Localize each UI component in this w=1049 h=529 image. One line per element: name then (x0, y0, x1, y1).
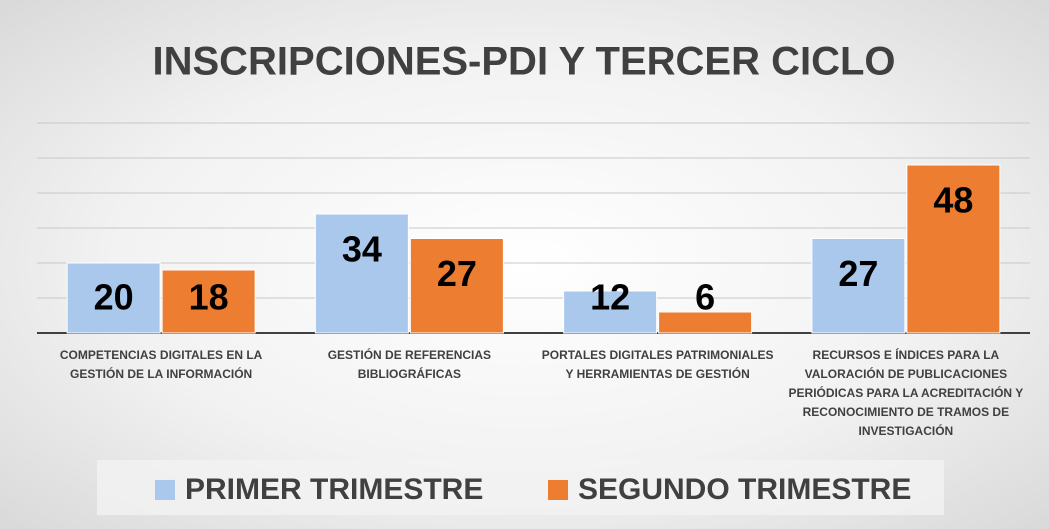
bar (811, 238, 906, 334)
data-label: 12 (590, 277, 630, 318)
bar (658, 311, 753, 334)
bar (563, 290, 658, 334)
bar (161, 269, 256, 334)
legend-swatch (548, 480, 568, 500)
legend-swatch (155, 480, 175, 500)
data-label: 48 (933, 180, 973, 221)
data-label: 20 (94, 277, 134, 318)
bar (66, 262, 161, 334)
data-label: 18 (189, 277, 229, 318)
legend-box (97, 460, 944, 515)
bar (409, 238, 504, 334)
data-label: 6 (695, 277, 715, 318)
data-label: 27 (437, 253, 477, 294)
x-tick-label: COMPETENCIAS DIGITALES EN LA GESTIÓN DE … (59, 348, 263, 381)
bar (314, 213, 409, 334)
x-tick-label: RECURSOS E ÍNDICES PARA LA VALORACIÓN DE… (788, 348, 1024, 438)
data-label: 34 (342, 229, 382, 270)
legend-label: SEGUNDO TRIMESTRE (578, 473, 911, 506)
data-label: 27 (838, 253, 878, 294)
bar (906, 164, 1001, 334)
x-tick-label: PORTALES DIGITALES PATRIMONIALES Y HERRA… (541, 348, 774, 381)
legend-label: PRIMER TRIMESTRE (185, 473, 483, 506)
chart-title: INSCRIPCIONES-PDI Y TERCER CICLO (152, 40, 895, 84)
x-tick-label: GESTIÓN DE REFERENCIAS BIBLIOGRÁFICAS (327, 348, 492, 381)
